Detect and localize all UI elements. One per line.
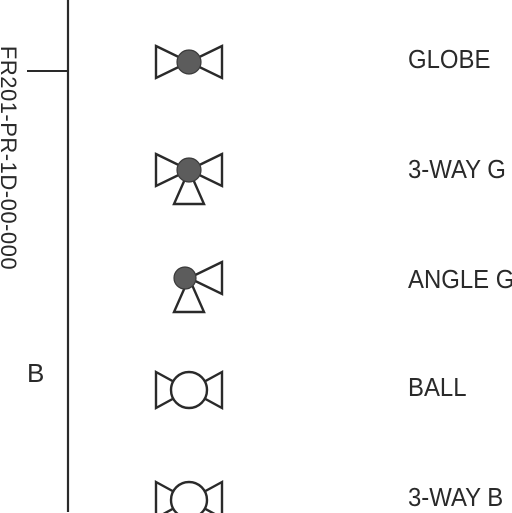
legend-label-three-way-ball: 3-WAY B <box>408 482 504 512</box>
three-way-ball-valve-icon <box>154 479 224 513</box>
legend-label-angle-globe: ANGLE G <box>408 264 512 294</box>
ball-valve-icon <box>154 369 224 411</box>
zone-letter: B <box>27 358 45 388</box>
three-way-globe-valve-icon <box>154 152 224 206</box>
angle-globe-valve-icon <box>172 260 224 314</box>
legend-label-three-way-globe: 3-WAY G <box>408 154 506 184</box>
drawing-number-vertical: FR201-PR-1D-00-000 <box>0 45 21 271</box>
globe-valve-icon <box>154 44 224 80</box>
legend-label-globe: GLOBE <box>408 44 491 74</box>
legend-label-ball: BALL <box>408 372 467 402</box>
